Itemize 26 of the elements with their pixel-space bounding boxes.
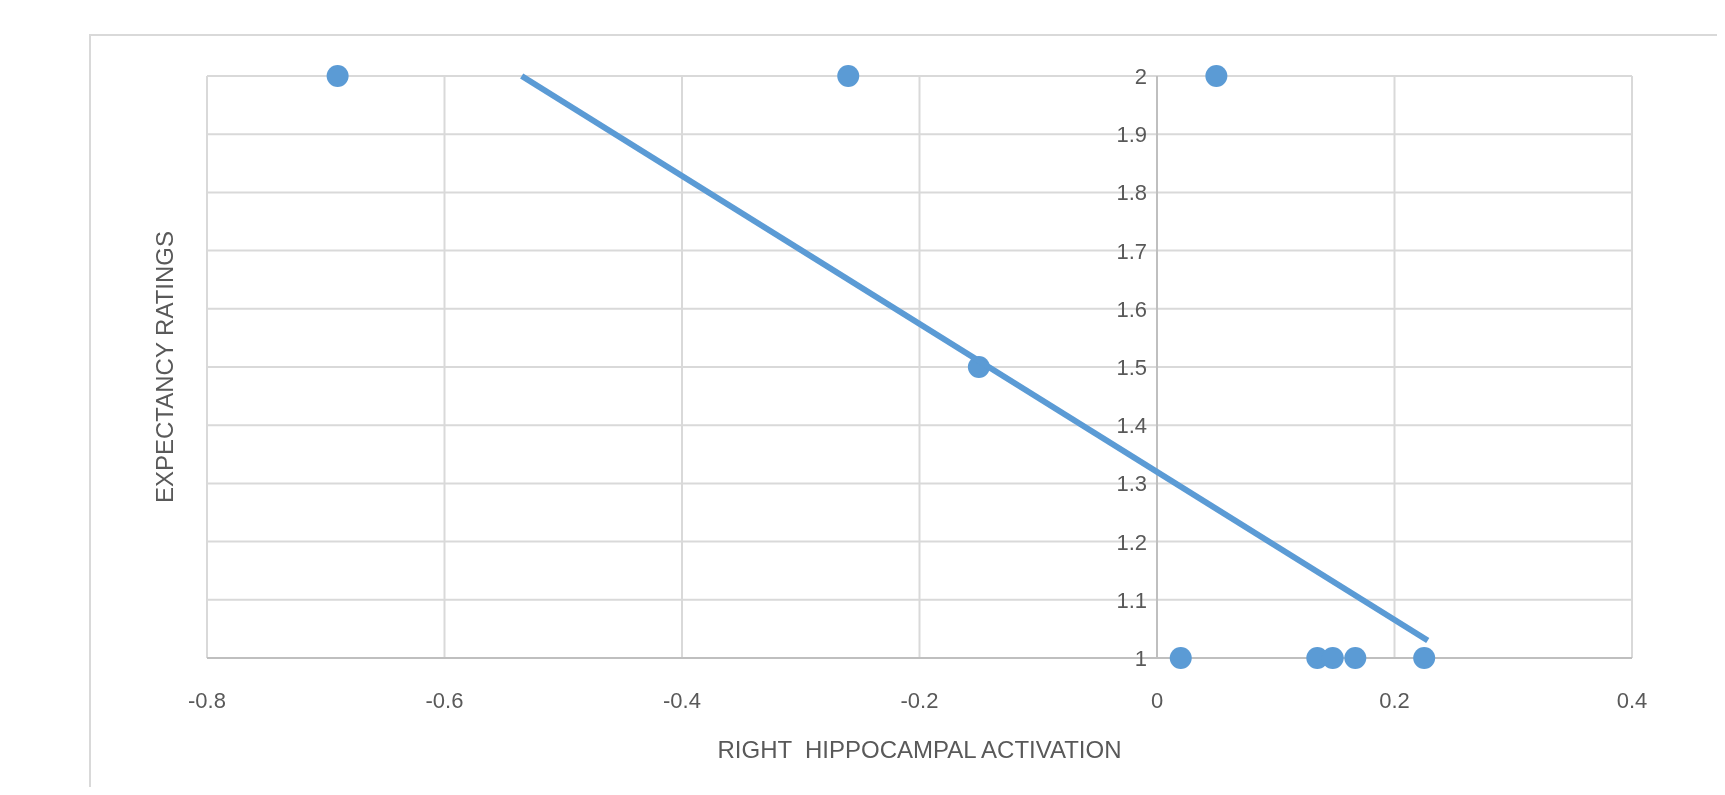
y-tick-label: 1 [1134, 646, 1147, 671]
x-axis-title: RIGHT HIPPOCAMPAL ACTIVATION [717, 736, 1122, 763]
x-tick-label: 0 [1150, 688, 1164, 713]
point [1413, 647, 1436, 669]
y-tick-label: 1.3 [1116, 471, 1147, 497]
point [1169, 647, 1192, 669]
x-tick-label: -0.6 [425, 688, 464, 713]
x-tick-label: -0.2 [900, 688, 939, 713]
point [837, 65, 860, 87]
y-tick-label: 1.4 [1116, 413, 1147, 439]
x-tick-label: -0.8 [188, 688, 226, 713]
x-tick-label: -0.4 [663, 688, 701, 713]
y-tick-label: 1.5 [1116, 355, 1147, 380]
point [1205, 65, 1228, 87]
y-axis-title: EXPECTANCY RATINGS [151, 230, 178, 504]
x-tick-label: 0.4 [1616, 688, 1648, 713]
y-tick-label: 2 [1134, 64, 1147, 89]
point [1344, 647, 1367, 669]
y-tick-label: 1.6 [1116, 296, 1147, 322]
y-tick-label: 1.7 [1116, 238, 1147, 264]
y-tick-label: 1.9 [1116, 122, 1147, 148]
point [326, 65, 349, 87]
y-tick-label: 1.8 [1116, 180, 1147, 206]
y-tick-label: 1.2 [1116, 529, 1147, 555]
x-tick-label: 0.2 [1379, 688, 1410, 713]
y-tick-label: 1.1 [1116, 587, 1147, 613]
